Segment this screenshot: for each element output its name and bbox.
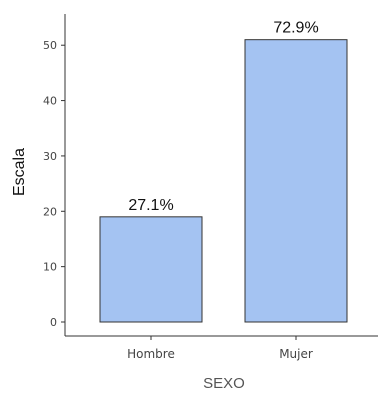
y-tick-label: 0 (50, 316, 57, 329)
bar-hombre (99, 216, 203, 323)
data-label: 27.1% (128, 197, 173, 214)
x-tick-label: Mujer (279, 347, 313, 361)
x-axis: Hombre Mujer (65, 335, 378, 361)
y-tick-label: 30 (43, 150, 57, 163)
y-axis-title: Escala (11, 148, 28, 196)
x-axis-title: SEXO (203, 375, 245, 392)
y-tick-label: 10 (43, 261, 57, 274)
y-tick-label: 50 (43, 39, 57, 52)
y-axis: 0 10 20 30 40 50 (43, 14, 66, 336)
x-tick-label: Hombre (127, 347, 175, 361)
y-tick-label: 20 (43, 205, 57, 218)
y-tick-label: 40 (43, 95, 57, 108)
data-label: 72.9% (273, 20, 318, 37)
bars: 27.1% 72.9% (99, 20, 348, 323)
bar-mujer (244, 39, 348, 323)
